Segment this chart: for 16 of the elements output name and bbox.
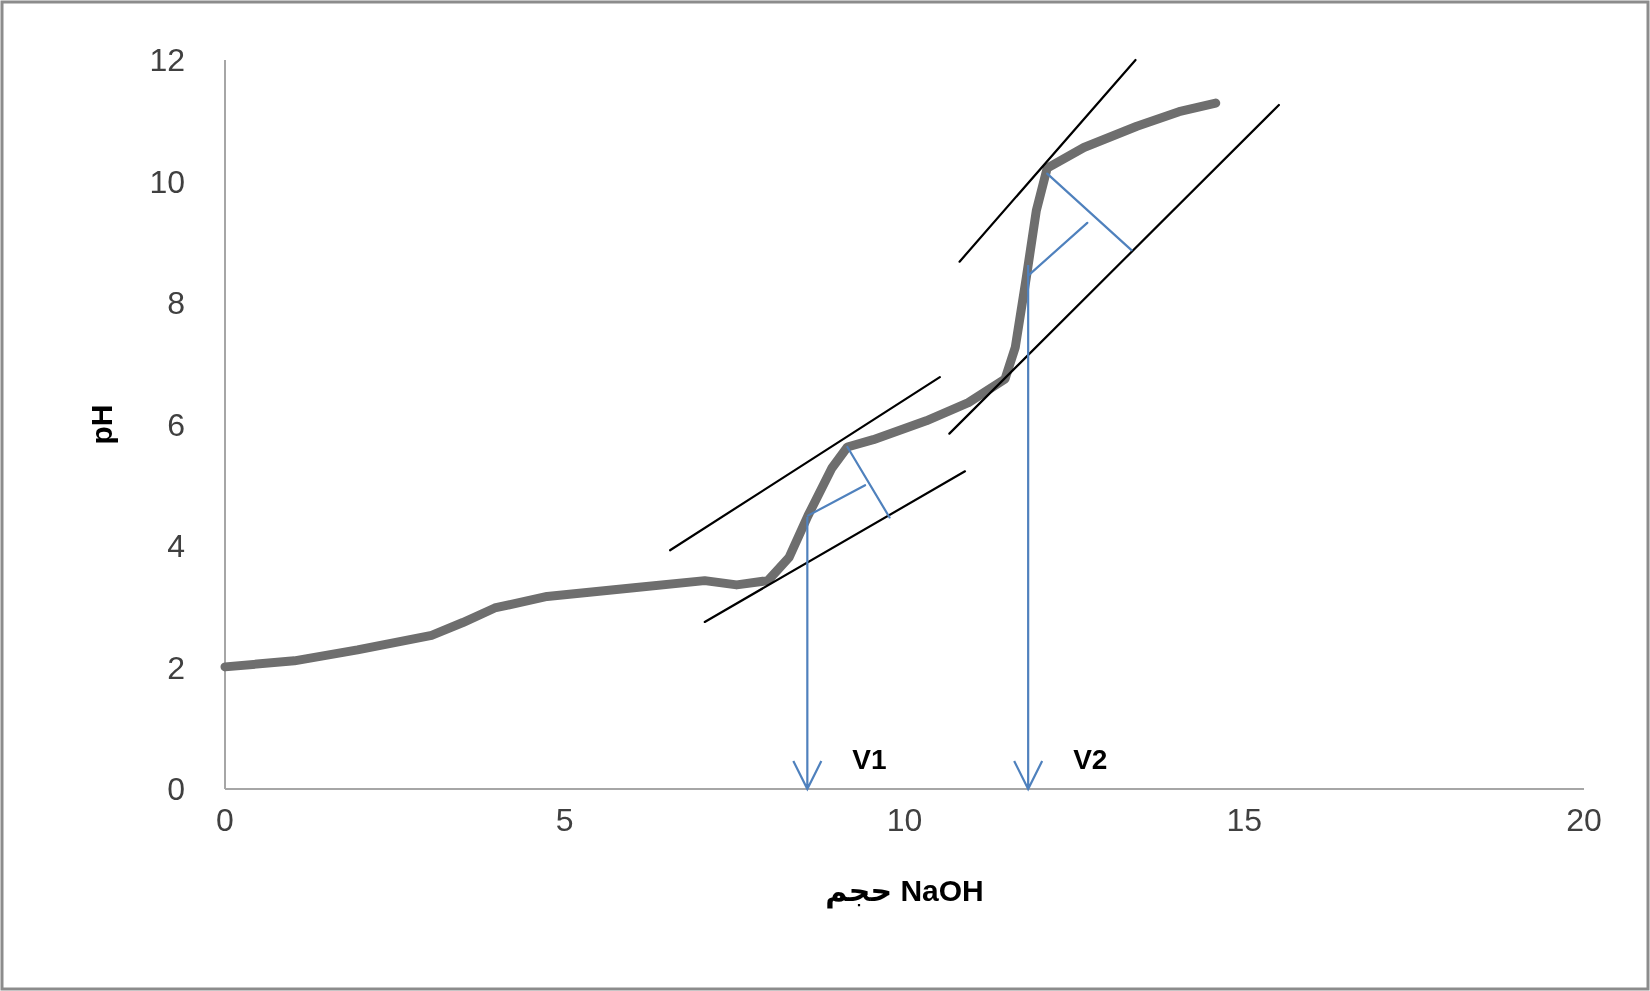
- x-tick-label: 5: [555, 802, 574, 838]
- y-tick-label: 8: [167, 285, 185, 321]
- y-tick-label: 0: [167, 771, 185, 807]
- x-tick-label: 15: [1226, 802, 1263, 838]
- y-tick-label: 6: [167, 406, 185, 443]
- y-axis-title: pH: [85, 404, 118, 445]
- x-axis-title: حجم NaOH: [825, 874, 984, 909]
- y-tick-label: 10: [149, 163, 185, 200]
- ref-line-label: V2: [1073, 744, 1108, 775]
- y-tick-label: 12: [149, 42, 185, 78]
- y-tick-label: 2: [167, 649, 185, 686]
- y-tick-label: 4: [167, 528, 185, 564]
- x-tick-label: 20: [1566, 802, 1602, 838]
- x-tick-label: 0: [216, 802, 234, 838]
- x-tick-label: 10: [886, 802, 923, 838]
- ref-line-label: V1: [852, 744, 887, 775]
